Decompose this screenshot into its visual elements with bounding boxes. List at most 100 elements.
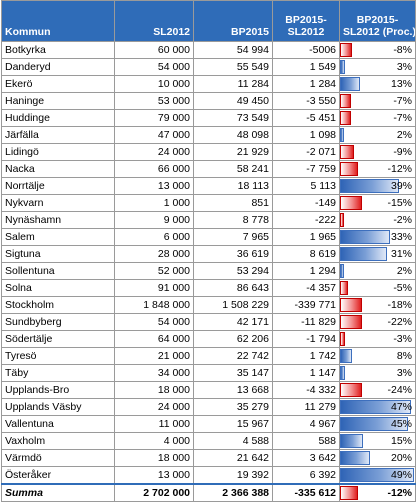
bp2015-cell: 15 967	[193, 415, 273, 433]
proc-text: 47%	[390, 401, 412, 413]
proc-bar	[340, 162, 358, 176]
proc-cell: 3%	[339, 364, 416, 382]
bp2015-cell: 4 588	[193, 432, 273, 450]
sl2012-cell: 54 000	[114, 58, 194, 76]
proc-cell: 31%	[339, 245, 416, 263]
proc-text: -24%	[387, 384, 412, 396]
table-row: Täby 34 000 35 147 1 147 3%	[1, 364, 416, 382]
sl2012-cell: 64 000	[114, 330, 194, 348]
table-row: Solna 91 000 86 643 -4 357 -5%	[1, 279, 416, 297]
sl2012-cell: 52 000	[114, 262, 194, 280]
proc-cell: 8%	[339, 347, 416, 365]
sl2012-cell: 1 848 000	[114, 296, 194, 314]
table-row: Sigtuna 28 000 36 619 8 619 31%	[1, 245, 416, 263]
proc-bar	[340, 366, 345, 380]
proc-cell: -9%	[339, 143, 416, 161]
proc-cell: -15%	[339, 194, 416, 212]
proc-text: 39%	[390, 180, 412, 192]
summa-diff: -335 612	[272, 483, 340, 502]
header-diff-line2: SL2012	[287, 26, 325, 38]
proc-cell: 49%	[339, 466, 416, 485]
sl2012-cell: 18 000	[114, 449, 194, 467]
proc-text: -18%	[387, 299, 412, 311]
table-row: Norrtälje 13 000 18 113 5 113 39%	[1, 177, 416, 195]
summa-proc-text: -12%	[387, 487, 412, 499]
sl2012-cell: 28 000	[114, 245, 194, 263]
header-sl2012[interactable]: SL2012	[114, 0, 194, 42]
proc-text: 20%	[390, 452, 412, 464]
bp2015-cell: 55 549	[193, 58, 273, 76]
proc-cell: -24%	[339, 381, 416, 399]
kommun-cell: Nykvarn	[1, 194, 115, 212]
table-row: Stockholm 1 848 000 1 508 229 -339 771 -18%	[1, 296, 416, 314]
proc-text: -15%	[387, 197, 412, 209]
proc-text: 8%	[396, 350, 412, 362]
proc-bar	[340, 400, 411, 414]
proc-bar	[340, 315, 362, 329]
proc-bar	[340, 128, 344, 142]
bp2015-cell: 21 929	[193, 143, 273, 161]
bp2015-cell: 851	[193, 194, 273, 212]
proc-text: -8%	[393, 44, 412, 56]
header-diff[interactable]: BP2015- SL2012	[272, 0, 340, 42]
proc-cell: 13%	[339, 75, 416, 93]
diff-cell: 1 549	[272, 58, 340, 76]
proc-bar	[340, 196, 362, 210]
diff-cell: -149	[272, 194, 340, 212]
kommun-cell: Österåker	[1, 466, 115, 485]
kommun-cell: Botkyrka	[1, 41, 115, 59]
proc-text: -3%	[393, 333, 412, 345]
header-proc[interactable]: BP2015- SL2012 (Proc.)	[339, 0, 416, 42]
table-row: Upplands Väsby 24 000 35 279 11 279 47%	[1, 398, 416, 416]
proc-text: -5%	[393, 282, 412, 294]
table-row: Södertälje 64 000 62 206 -1 794 -3%	[1, 330, 416, 348]
proc-text: 45%	[390, 418, 412, 430]
sl2012-cell: 10 000	[114, 75, 194, 93]
kommun-cell: Upplands Väsby	[1, 398, 115, 416]
table-row: Botkyrka 60 000 54 994 -5006 -8%	[1, 41, 416, 59]
proc-cell: 20%	[339, 449, 416, 467]
proc-bar	[340, 145, 354, 159]
diff-cell: 3 642	[272, 449, 340, 467]
bp2015-cell: 22 742	[193, 347, 273, 365]
header-bp2015[interactable]: BP2015	[193, 0, 273, 42]
proc-cell: -7%	[339, 109, 416, 127]
diff-cell: 11 279	[272, 398, 340, 416]
diff-cell: -339 771	[272, 296, 340, 314]
diff-cell: -1 794	[272, 330, 340, 348]
sl2012-cell: 91 000	[114, 279, 194, 297]
proc-bar	[340, 60, 345, 74]
kommun-cell: Nynäshamn	[1, 211, 115, 229]
bp2015-cell: 48 098	[193, 126, 273, 144]
table-row: Huddinge 79 000 73 549 -5 451 -7%	[1, 109, 416, 127]
table-row: Danderyd 54 000 55 549 1 549 3%	[1, 58, 416, 76]
kommun-cell: Nacka	[1, 160, 115, 178]
proc-text: -7%	[393, 95, 412, 107]
proc-bar	[340, 349, 352, 363]
kommun-cell: Solna	[1, 279, 115, 297]
sl2012-cell: 53 000	[114, 92, 194, 110]
header-diff-line1: BP2015-	[285, 14, 327, 26]
proc-text: -22%	[387, 316, 412, 328]
diff-cell: -222	[272, 211, 340, 229]
proc-bar	[340, 417, 408, 431]
kommun-cell: Sollentuna	[1, 262, 115, 280]
proc-text: 15%	[390, 435, 412, 447]
proc-cell: -5%	[339, 279, 416, 297]
diff-cell: 1 742	[272, 347, 340, 365]
kommun-cell: Stockholm	[1, 296, 115, 314]
diff-cell: 588	[272, 432, 340, 450]
proc-bar	[340, 434, 363, 448]
table-row: Ekerö 10 000 11 284 1 284 13%	[1, 75, 416, 93]
diff-cell: -11 829	[272, 313, 340, 331]
diff-cell: 6 392	[272, 466, 340, 485]
sl2012-cell: 4 000	[114, 432, 194, 450]
proc-text: 13%	[390, 78, 412, 90]
kommun-cell: Ekerö	[1, 75, 115, 93]
diff-cell: -4 357	[272, 279, 340, 297]
proc-bar	[340, 383, 362, 397]
proc-cell: -22%	[339, 313, 416, 331]
proc-text: 3%	[396, 367, 412, 379]
header-kommun[interactable]: Kommun	[1, 0, 115, 42]
proc-text: -2%	[393, 214, 412, 226]
